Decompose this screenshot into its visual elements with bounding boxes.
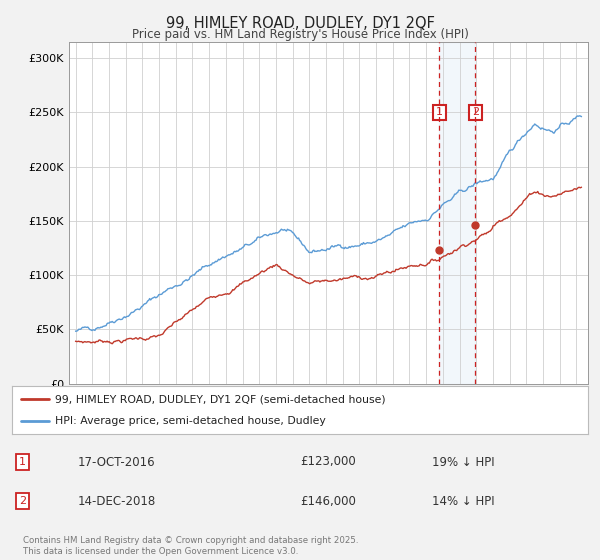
Text: 17-OCT-2016: 17-OCT-2016 [78,455,155,469]
Text: £123,000: £123,000 [300,455,356,469]
Bar [439,42,475,384]
Text: 14-DEC-2018: 14-DEC-2018 [78,494,156,508]
Text: 2: 2 [472,108,479,118]
Text: Price paid vs. HM Land Registry's House Price Index (HPI): Price paid vs. HM Land Registry's House … [131,28,469,41]
Text: 14% ↓ HPI: 14% ↓ HPI [432,494,494,508]
Text: 99, HIMLEY ROAD, DUDLEY, DY1 2QF (semi-detached house): 99, HIMLEY ROAD, DUDLEY, DY1 2QF (semi-d… [55,394,386,404]
Text: HPI: Average price, semi-detached house, Dudley: HPI: Average price, semi-detached house,… [55,416,326,426]
Text: 19% ↓ HPI: 19% ↓ HPI [432,455,494,469]
Text: £146,000: £146,000 [300,494,356,508]
Text: 99, HIMLEY ROAD, DUDLEY, DY1 2QF: 99, HIMLEY ROAD, DUDLEY, DY1 2QF [166,16,434,31]
Text: Contains HM Land Registry data © Crown copyright and database right 2025.
This d: Contains HM Land Registry data © Crown c… [23,536,358,556]
Text: 1: 1 [436,108,443,118]
Text: 2: 2 [19,496,26,506]
Text: 1: 1 [19,457,26,467]
